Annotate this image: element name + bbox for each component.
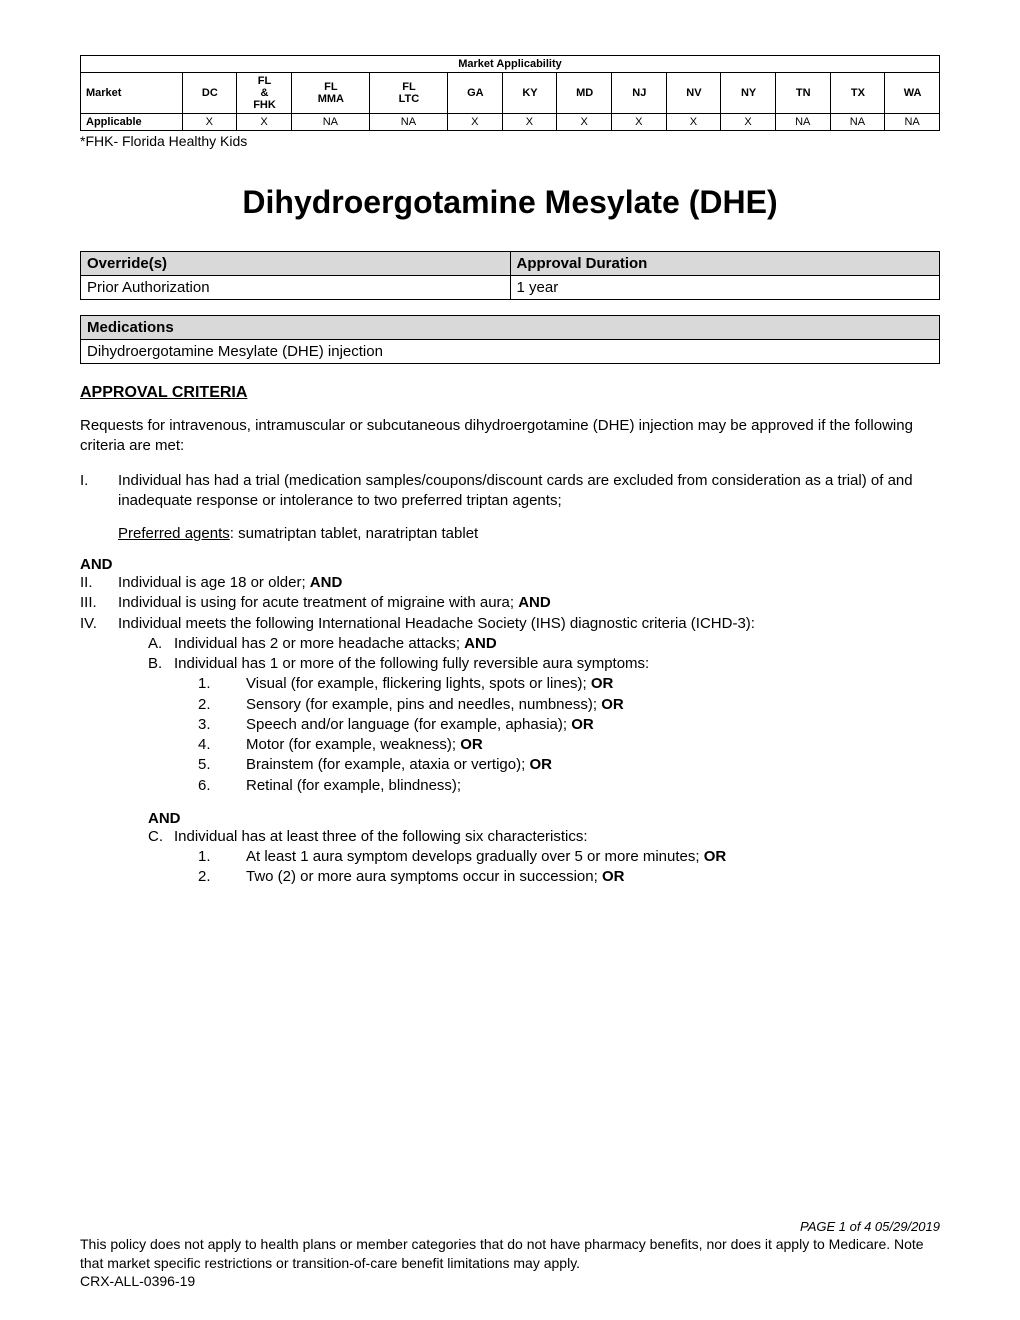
market-cell: NA xyxy=(885,114,940,131)
market-cell: X xyxy=(502,114,557,131)
iv-b-1: 1.Visual (for example, flickering lights… xyxy=(198,674,940,694)
iv-c-sublist: 1.At least 1 aura symptom develops gradu… xyxy=(174,847,940,888)
iv-c-list: C. Individual has at least three of the … xyxy=(148,827,940,888)
criteria-list-3: C. Individual has at least three of the … xyxy=(118,827,940,888)
market-col-13: WA xyxy=(885,73,940,114)
and-separator-2: AND xyxy=(148,810,940,827)
market-cell: X xyxy=(666,114,721,131)
market-col-3: FLMMA xyxy=(291,73,369,114)
market-cell: X xyxy=(237,114,292,131)
and-separator: AND xyxy=(80,556,940,573)
market-col-8: NJ xyxy=(611,73,666,114)
criteria-list: I. Individual has had a trial (medicatio… xyxy=(80,471,940,512)
iv-b-5: 5.Brainstem (for example, ataxia or vert… xyxy=(198,755,940,775)
override-header-0: Override(s) xyxy=(81,252,511,276)
market-col-10: NY xyxy=(721,73,776,114)
iv-c-1: 1.At least 1 aura symptom develops gradu… xyxy=(198,847,940,867)
footer-code: CRX-ALL-0396-19 xyxy=(80,1272,940,1290)
medications-table: Medications Dihydroergotamine Mesylate (… xyxy=(80,315,940,364)
market-applicability-table: Market Applicability Market DC FL&FHK FL… xyxy=(80,55,940,131)
market-cell: X xyxy=(447,114,502,131)
criteria-list-2: II. Individual is age 18 or older; AND I… xyxy=(80,573,940,796)
iv-c: C. Individual has at least three of the … xyxy=(148,827,940,888)
iv-b-sublist: 1.Visual (for example, flickering lights… xyxy=(174,674,940,796)
criteria-iv: IV. Individual meets the following Inter… xyxy=(80,614,940,796)
iv-c-2: 2.Two (2) or more aura symptoms occur in… xyxy=(198,867,940,887)
iv-b-6: 6.Retinal (for example, blindness); xyxy=(198,776,940,796)
market-col-4: FLLTC xyxy=(369,73,447,114)
market-cell: NA xyxy=(830,114,885,131)
approval-criteria-heading: APPROVAL CRITERIA xyxy=(80,384,940,402)
iv-sublist: A.Individual has 2 or more headache atta… xyxy=(118,634,940,796)
market-cell: X xyxy=(611,114,666,131)
market-cell: NA xyxy=(775,114,830,131)
criteria-ii: II. Individual is age 18 or older; AND xyxy=(80,573,940,593)
market-col-1: DC xyxy=(182,73,237,114)
market-col-0: Market xyxy=(81,73,183,114)
criteria-iii: III. Individual is using for acute treat… xyxy=(80,593,940,613)
market-cell: NA xyxy=(291,114,369,131)
market-cell: NA xyxy=(369,114,447,131)
market-cell: X xyxy=(721,114,776,131)
document-title: Dihydroergotamine Mesylate (DHE) xyxy=(80,184,940,221)
intro-text: Requests for intravenous, intramuscular … xyxy=(80,416,940,457)
market-col-6: KY xyxy=(502,73,557,114)
footnote-text: *FHK- Florida Healthy Kids xyxy=(80,133,940,149)
market-col-2: FL&FHK xyxy=(237,73,292,114)
override-table: Override(s) Approval Duration Prior Auth… xyxy=(80,251,940,300)
preferred-agents: Preferred agents: sumatriptan tablet, na… xyxy=(118,525,940,542)
iv-b: B. Individual has 1 or more of the follo… xyxy=(148,654,940,796)
market-col-5: GA xyxy=(447,73,502,114)
market-col-12: TX xyxy=(830,73,885,114)
iv-c-wrap: C. Individual has at least three of the … xyxy=(118,827,940,888)
market-col-7: MD xyxy=(557,73,612,114)
medications-row: Dihydroergotamine Mesylate (DHE) injecti… xyxy=(81,340,940,364)
iv-b-3: 3.Speech and/or language (for example, a… xyxy=(198,715,940,735)
footer: PAGE 1 of 4 05/29/2019 This policy does … xyxy=(80,1219,940,1290)
market-cell: X xyxy=(182,114,237,131)
criteria-i: I. Individual has had a trial (medicatio… xyxy=(80,471,940,512)
market-col-11: TN xyxy=(775,73,830,114)
footer-disclaimer: This policy does not apply to health pla… xyxy=(80,1235,940,1271)
market-col-9: NV xyxy=(666,73,721,114)
market-row-label: Applicable xyxy=(81,114,183,131)
market-cell: X xyxy=(557,114,612,131)
iv-b-4: 4.Motor (for example, weakness); OR xyxy=(198,735,940,755)
override-header-1: Approval Duration xyxy=(510,252,940,276)
medications-header: Medications xyxy=(81,316,940,340)
page-number: PAGE 1 of 4 05/29/2019 xyxy=(80,1219,940,1236)
override-cell-1: 1 year xyxy=(510,276,940,300)
iv-a: A.Individual has 2 or more headache atta… xyxy=(148,634,940,654)
override-cell-0: Prior Authorization xyxy=(81,276,511,300)
market-table-title: Market Applicability xyxy=(81,56,940,73)
iv-b-2: 2.Sensory (for example, pins and needles… xyxy=(198,695,940,715)
